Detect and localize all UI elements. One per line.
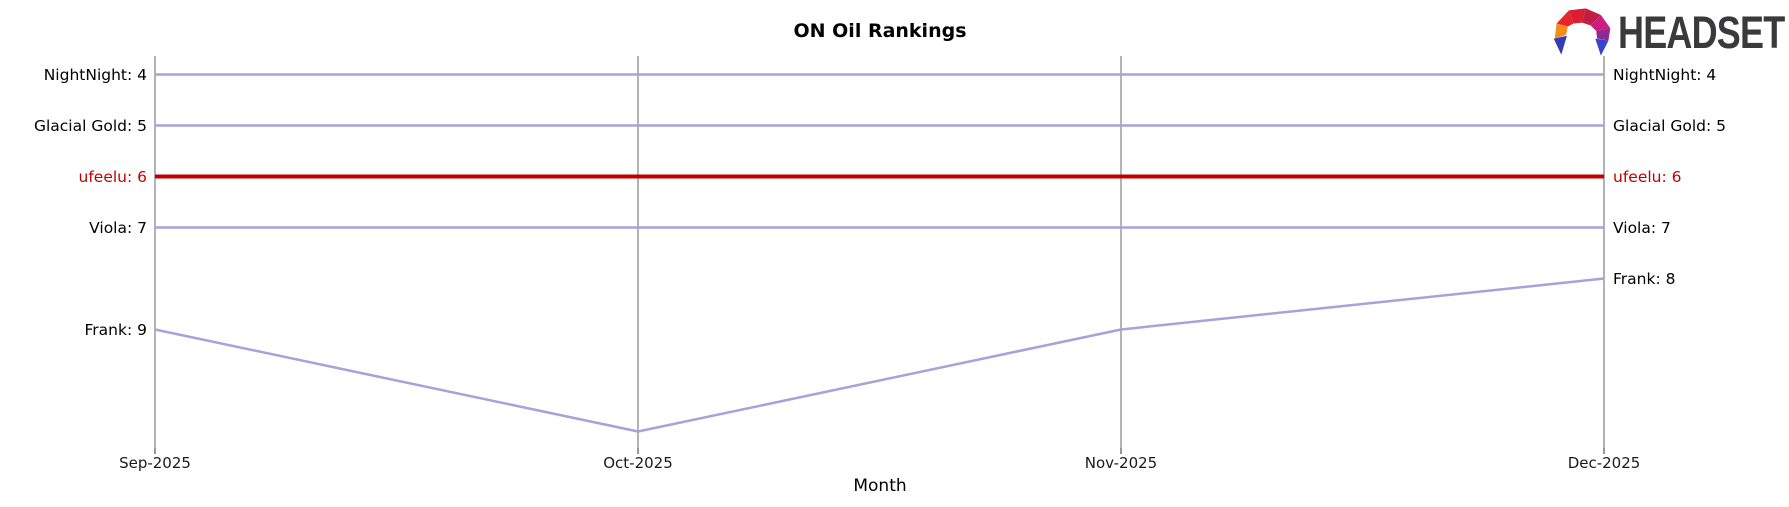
left-label-nightnight: NightNight: 4 xyxy=(43,65,147,84)
headset-logo-icon xyxy=(1553,8,1611,56)
right-label-frank: Frank: 8 xyxy=(1613,269,1676,288)
x-axis-title: Month xyxy=(853,476,907,496)
series-line-frank xyxy=(154,277,1605,433)
x-tick-label: Oct-2025 xyxy=(603,454,673,472)
left-label-ufeelu: ufeelu: 6 xyxy=(78,167,148,186)
right-label-viola: Viola: 7 xyxy=(1613,218,1671,237)
right-label-glacial-gold: Glacial Gold: 5 xyxy=(1613,116,1727,135)
left-label-glacial-gold: Glacial Gold: 5 xyxy=(33,116,147,135)
chart-title: ON Oil Rankings xyxy=(793,20,967,42)
x-tick-label: Nov-2025 xyxy=(1084,454,1158,472)
headset-logo: HEADSET xyxy=(1550,2,1786,62)
left-label-frank: Frank: 9 xyxy=(84,320,147,339)
x-tick-label: Dec-2025 xyxy=(1567,454,1641,472)
right-label-nightnight: NightNight: 4 xyxy=(1613,65,1717,84)
left-label-viola: Viola: 7 xyxy=(89,218,147,237)
right-label-ufeelu: ufeelu: 6 xyxy=(1613,167,1682,186)
headset-logo-wordmark: HEADSET xyxy=(1618,7,1785,58)
x-tick-label: Sep-2025 xyxy=(119,454,191,472)
